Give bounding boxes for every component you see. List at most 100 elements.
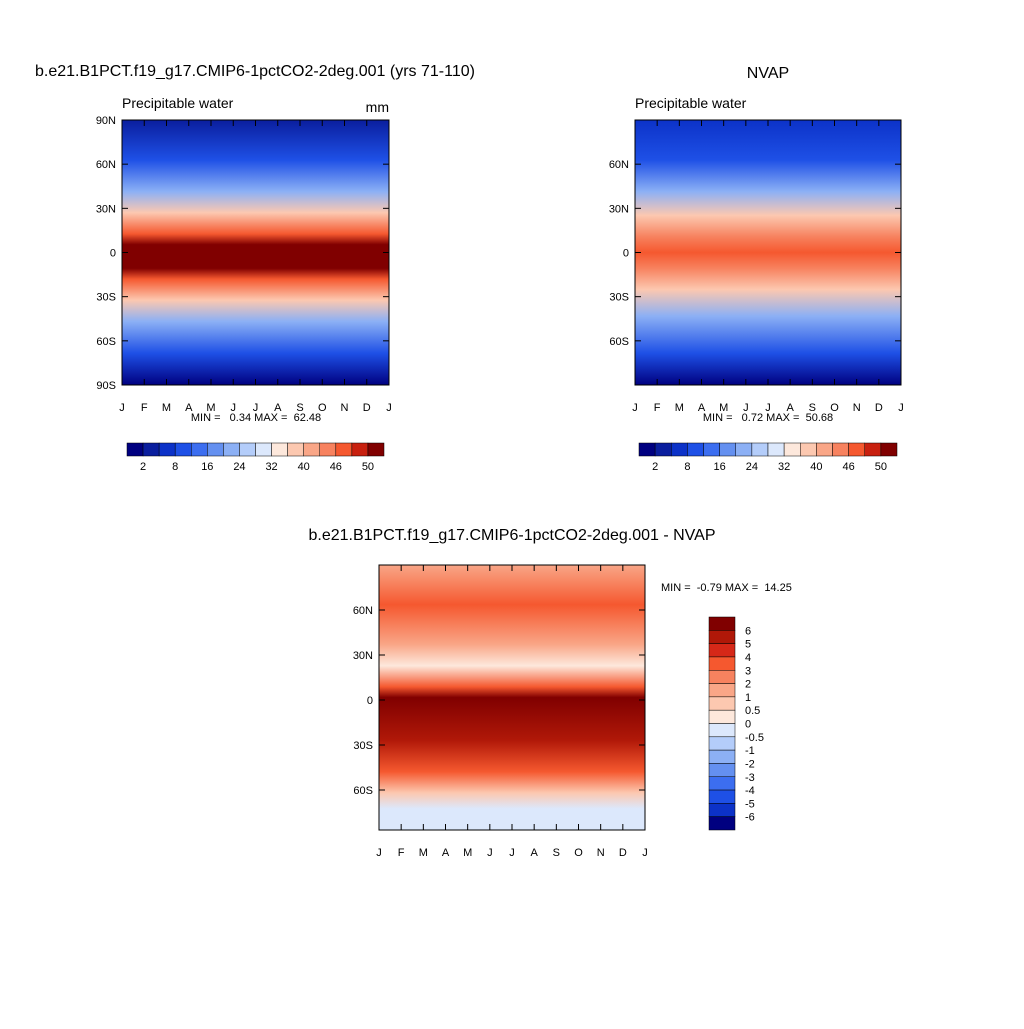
colorbar-box: [223, 442, 240, 457]
y-tick-label: 90S: [96, 380, 116, 392]
colorbar-label: 6: [745, 625, 751, 637]
colorbar-box: [687, 442, 704, 457]
colorbar-label: 2: [652, 461, 658, 473]
colorbar-label: 8: [684, 461, 690, 473]
x-tick-label: J: [743, 402, 749, 414]
colorbar-label: 4: [745, 652, 751, 664]
contour-field: [379, 565, 645, 830]
y-tick-label: 30S: [353, 740, 373, 752]
colorbar-box: [207, 442, 224, 457]
colorbar-label: 46: [330, 461, 342, 473]
colorbar-label: 40: [810, 461, 822, 473]
colorbar-box: [708, 696, 736, 711]
colorbar-box: [800, 442, 817, 457]
x-tick-label: N: [853, 402, 861, 414]
colorbar-box: [174, 442, 192, 457]
contour-field: [635, 120, 901, 385]
colorbar-box: [638, 442, 656, 457]
x-tick-label: A: [698, 402, 706, 414]
colorbar-box: [708, 630, 736, 644]
y-tick-label: 60N: [609, 159, 629, 171]
x-tick-label: A: [530, 847, 538, 859]
x-tick-label: A: [185, 402, 193, 414]
colorbar-box: [816, 442, 833, 457]
colorbar-box: [719, 442, 736, 457]
x-tick-label: A: [786, 402, 794, 414]
colorbar-label: 16: [201, 461, 213, 473]
units: mm: [366, 99, 389, 115]
colorbar-box: [708, 656, 736, 671]
x-tick-label: O: [574, 847, 583, 859]
colorbar-box: [671, 442, 688, 457]
chart-title: b.e21.B1PCT.f19_g17.CMIP6-1pctCO2-2deg.0…: [308, 527, 715, 544]
x-tick-label: J: [898, 402, 904, 414]
colorbar-box: [708, 643, 736, 658]
y-tick-label: 0: [367, 695, 373, 707]
colorbar-label: 0.5: [745, 705, 760, 717]
y-tick-label: 30S: [96, 292, 116, 304]
colorbar-label: -5: [745, 798, 755, 810]
colorbar-label: 50: [362, 461, 374, 473]
min-max-annotation: MIN = 0.72 MAX = 50.68: [703, 412, 833, 424]
x-tick-label: M: [463, 847, 472, 859]
x-tick-label: J: [765, 402, 771, 414]
colorbar-label: 5: [745, 639, 751, 651]
min-max-annotation: MIN = 0.34 MAX = 62.48: [191, 412, 321, 424]
colorbar-label: -0.5: [745, 732, 764, 744]
colorbar-box: [703, 442, 720, 457]
colorbar-label: 0: [745, 719, 751, 731]
x-tick-label: J: [386, 402, 392, 414]
colorbar-box: [751, 442, 769, 457]
subtitle: Precipitable water: [122, 95, 234, 111]
x-tick-label: F: [398, 847, 405, 859]
colorbar-box: [848, 442, 865, 457]
x-tick-label: D: [619, 847, 627, 859]
y-tick-label: 60S: [609, 336, 629, 348]
x-tick-label: J: [231, 402, 237, 414]
x-tick-label: J: [509, 847, 515, 859]
y-tick-label: 30N: [96, 203, 116, 215]
colorbar-box: [654, 442, 672, 457]
colorbar-box: [864, 442, 882, 457]
x-tick-label: D: [875, 402, 883, 414]
colorbar-label: 46: [843, 461, 855, 473]
colorbar-box: [303, 442, 320, 457]
y-tick-label: 60S: [96, 336, 116, 348]
colorbar-box: [335, 442, 353, 457]
colorbar-box: [735, 442, 753, 457]
colorbar-box: [767, 442, 785, 457]
x-tick-label: M: [675, 402, 684, 414]
x-tick-label: O: [830, 402, 839, 414]
x-tick-label: O: [318, 402, 327, 414]
x-tick-label: S: [296, 402, 303, 414]
colorbar-box: [142, 442, 160, 457]
x-tick-label: M: [419, 847, 428, 859]
y-tick-label: 30N: [609, 203, 629, 215]
colorbar-box: [832, 442, 849, 457]
colorbar-box: [271, 442, 288, 457]
colorbar-box: [351, 442, 369, 457]
colorbar-box: [126, 442, 144, 457]
x-tick-label: J: [642, 847, 648, 859]
y-tick-label: 30S: [609, 292, 629, 304]
colorbar-box: [239, 442, 256, 457]
colorbar-box: [708, 776, 736, 791]
colorbar-label: 16: [714, 461, 726, 473]
y-tick-label: 30N: [353, 650, 373, 662]
x-tick-label: F: [141, 402, 148, 414]
subtitle: Precipitable water: [635, 95, 747, 111]
colorbar-box: [708, 670, 736, 684]
colorbar-box: [708, 749, 736, 764]
x-tick-label: J: [632, 402, 638, 414]
colorbar-box: [319, 442, 337, 457]
colorbar-box: [158, 442, 176, 457]
colorbar-label: -1: [745, 745, 755, 757]
y-tick-label: 60N: [353, 605, 373, 617]
x-tick-label: M: [206, 402, 215, 414]
x-tick-label: S: [809, 402, 816, 414]
x-tick-label: J: [487, 847, 493, 859]
y-tick-label: 90N: [96, 115, 116, 127]
x-tick-label: M: [719, 402, 728, 414]
